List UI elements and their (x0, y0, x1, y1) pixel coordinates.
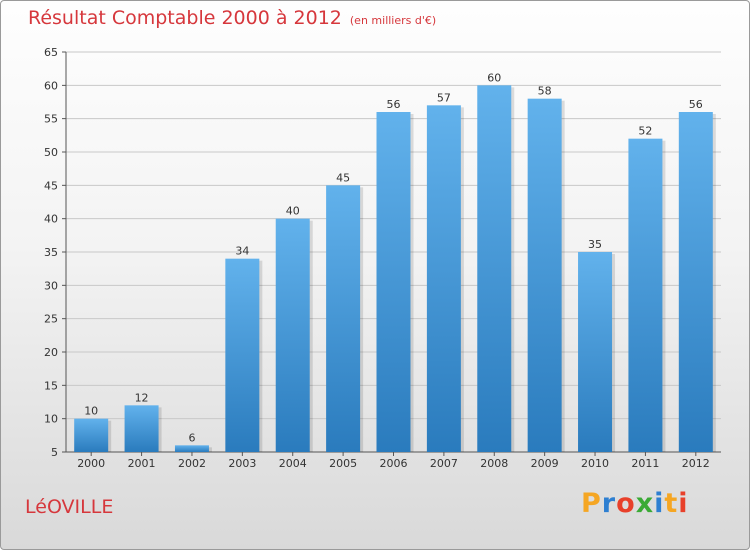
value-label: 6 (188, 431, 195, 444)
value-label: 58 (538, 85, 552, 98)
x-tick-label: 2006 (380, 457, 408, 470)
y-tick-label: 60 (44, 79, 58, 92)
value-label: 10 (84, 405, 98, 418)
value-label: 35 (588, 238, 602, 251)
value-label: 45 (336, 171, 350, 184)
value-label: 40 (286, 205, 300, 218)
y-tick-label: 35 (44, 246, 58, 259)
y-tick-label: 65 (44, 46, 58, 59)
y-tick-label: 25 (44, 313, 58, 326)
bar-2004 (275, 218, 310, 452)
x-tick-label: 2011 (631, 457, 659, 470)
x-tick-label: 2008 (480, 457, 508, 470)
bar-2012 (678, 112, 713, 452)
value-label: 56 (387, 98, 401, 111)
logo-letter: i (654, 488, 665, 519)
logo-letter: x (635, 488, 655, 519)
x-tick-label: 2004 (279, 457, 307, 470)
y-tick-label: 50 (44, 146, 58, 159)
y-tick-label: 5 (51, 446, 58, 459)
y-tick-label: 15 (44, 379, 58, 392)
y-tick-label: 20 (44, 346, 58, 359)
bar-2003 (225, 258, 260, 452)
value-label: 57 (437, 91, 451, 104)
bar-2011 (628, 138, 663, 452)
bar-2002 (174, 445, 209, 452)
y-tick-label: 40 (44, 213, 58, 226)
unit-label: (en milliers d'€) (349, 14, 437, 27)
logo-letter: i (678, 488, 689, 519)
x-tick-label: 2002 (178, 457, 206, 470)
logo-letter: r (601, 488, 617, 519)
bar-2001 (124, 405, 159, 452)
commune-name: LéOVILLE (25, 496, 114, 518)
value-label: 12 (135, 391, 149, 404)
bar-2005 (326, 185, 361, 453)
x-tick-label: 2005 (329, 457, 357, 470)
bar-2010 (578, 252, 613, 452)
logo-letter: P (581, 488, 602, 519)
bar-2007 (426, 105, 461, 452)
y-tick-label: 55 (44, 113, 58, 126)
x-tick-label: 2000 (77, 457, 105, 470)
bar-2006 (376, 112, 411, 452)
bar-2008 (477, 85, 512, 452)
y-tick-label: 30 (44, 279, 58, 292)
proxiti-logo: Proxiti (581, 488, 689, 519)
value-label: 52 (638, 125, 652, 138)
x-tick-label: 2003 (228, 457, 256, 470)
value-label: 56 (689, 98, 703, 111)
y-tick-label: 45 (44, 179, 58, 192)
bar-2000 (74, 418, 109, 452)
x-tick-label: 2012 (682, 457, 710, 470)
value-label: 34 (235, 245, 249, 258)
x-tick-label: 2010 (581, 457, 609, 470)
bar-2009 (527, 98, 562, 453)
chart-title: Résultat Comptable 2000 à 2012 (en millie… (28, 7, 436, 29)
x-tick-label: 2001 (128, 457, 156, 470)
title-text: Résultat Comptable 2000 à 2012 (28, 7, 342, 29)
y-tick-label: 10 (44, 413, 58, 426)
x-tick-label: 2009 (531, 457, 559, 470)
x-tick-label: 2007 (430, 457, 458, 470)
logo-letter: o (616, 488, 636, 519)
logo-letter: t (664, 488, 679, 519)
value-label: 60 (487, 71, 501, 84)
